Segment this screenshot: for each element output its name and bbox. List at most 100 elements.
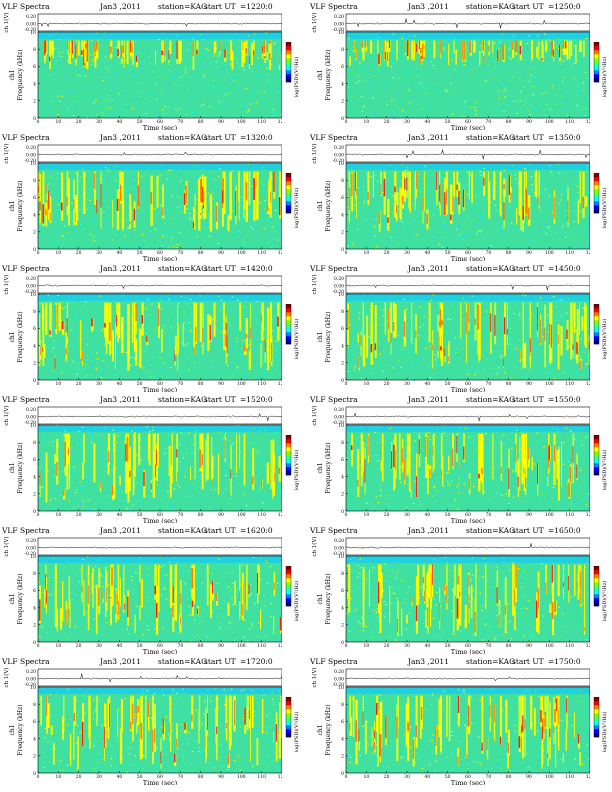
spectrogram-cell	[429, 306, 432, 307]
spectrogram-cell	[255, 187, 257, 189]
spectrogram-cell	[581, 440, 583, 442]
spectrogram-burst-core	[370, 344, 373, 353]
spectrogram-cell	[359, 348, 362, 350]
spectrogram-cell	[81, 749, 84, 751]
spectrogram-cell	[131, 108, 134, 109]
spectrogram-cell	[469, 65, 471, 67]
spectrogram-cell	[505, 338, 507, 340]
spectrogram-cell	[239, 227, 241, 229]
x-tick-label: 30	[404, 119, 410, 125]
panel-station: station=KAG	[466, 526, 516, 535]
spectrogram-cell	[166, 617, 169, 619]
spectrogram-cell	[100, 377, 102, 379]
spectrogram-cell	[77, 449, 79, 451]
spectrogram-cell	[163, 325, 166, 327]
waveform-frame	[345, 275, 590, 294]
panel-title: VLF Spectra	[2, 657, 50, 666]
spectrogram-burst	[538, 41, 540, 60]
spectrogram-cell	[520, 335, 523, 337]
spectrogram-cell	[239, 584, 242, 586]
spectrogram-cell	[86, 604, 88, 606]
spectrogram-cell	[154, 690, 157, 692]
waveform-frame	[345, 144, 590, 163]
spectrogram-burst	[199, 184, 201, 213]
spectrogram-burst	[145, 695, 147, 759]
spectrogram-cell	[472, 295, 474, 297]
spectrogram-cell	[561, 189, 563, 191]
spectrogram-cell	[48, 740, 51, 742]
spectrogram-cell	[44, 220, 46, 221]
spectrogram-burst-core	[481, 468, 483, 475]
spectrogram-cell	[507, 175, 509, 177]
spectrogram-cell	[227, 768, 229, 770]
spectrogram-cell	[126, 628, 129, 630]
waveform-tick-label: -0.20	[24, 158, 36, 164]
spectrogram-cell	[138, 364, 140, 365]
spectrogram-cell	[276, 87, 278, 89]
waveform-tick-label: 0.20	[26, 538, 36, 544]
spectrogram-cell	[429, 364, 431, 366]
spectrogram-cell	[520, 91, 522, 93]
spectrogram-cell	[166, 336, 169, 338]
spectrogram-cell	[222, 438, 225, 440]
spectrogram-cell	[444, 556, 447, 558]
spectrogram-ylabel-ch: ch1	[317, 200, 324, 211]
spectrogram-cell	[389, 344, 391, 346]
spectrogram-cell	[168, 561, 171, 563]
spectrogram-cell	[107, 169, 109, 171]
spectrogram-cell	[443, 221, 445, 223]
spectrogram-cell	[390, 66, 392, 68]
spectrogram-burst-core	[478, 473, 480, 479]
spectrogram-burst	[506, 302, 508, 345]
spectrogram-burst	[132, 466, 135, 496]
spectrogram-burst-core	[62, 490, 65, 496]
spectrogram-cell	[565, 236, 567, 238]
spectrogram-cell	[352, 467, 355, 469]
spectrogram-cell	[563, 172, 565, 174]
spectrogram-cell	[71, 203, 74, 205]
spectrogram-cell	[57, 204, 59, 206]
spectrogram-cell	[240, 565, 243, 567]
spectrogram-cell	[51, 572, 53, 574]
spectrogram-cell	[177, 303, 180, 305]
spectrogram-cell	[501, 617, 504, 619]
spectrogram-cell	[589, 328, 590, 330]
spectrogram-burst	[122, 200, 125, 228]
spectrogram-cell	[201, 169, 204, 171]
spectrogram-burst-core	[365, 41, 367, 47]
spectrogram-cell	[464, 301, 466, 303]
spectrogram-cell	[90, 65, 92, 67]
spectrogram-cell	[76, 768, 78, 770]
spectrogram-cell	[426, 620, 428, 622]
spectrogram-burst	[390, 302, 392, 333]
spectrogram-cell	[94, 708, 97, 710]
spectrogram-cell	[478, 377, 480, 378]
spectrogram-cell	[45, 505, 47, 507]
spectrogram-cell	[100, 557, 103, 559]
x-tick-label: 120	[586, 381, 590, 387]
spectrogram-burst	[362, 335, 366, 367]
spectrogram-cell	[68, 98, 70, 100]
spectrogram-cell	[138, 765, 140, 767]
spectrogram-cell	[588, 310, 590, 312]
spectrogram-cell	[92, 633, 94, 635]
spectrogram-cell	[168, 708, 170, 710]
spectrogram-cell	[589, 306, 590, 308]
spectrogram-cell	[256, 301, 259, 303]
spectrogram-cell	[196, 236, 198, 238]
spectrogram-cell	[126, 92, 129, 94]
spectrogram-cell	[143, 169, 145, 171]
spectrogram-burst	[268, 179, 271, 208]
spectrogram-cell	[476, 449, 478, 451]
spectrogram-burst-core	[156, 602, 158, 618]
spectrogram-burst-core	[503, 202, 505, 220]
spectrogram-burst-core	[172, 586, 174, 610]
spectrogram-cell	[547, 472, 549, 474]
spectrogram-cell	[527, 600, 530, 602]
spectrogram-cell	[531, 313, 533, 314]
spectrogram-cell	[382, 315, 385, 317]
spectrogram-burst-core	[215, 205, 218, 222]
spectrogram-burst-core	[423, 43, 425, 49]
spectrogram-cell	[581, 222, 584, 224]
spectrogram-burst	[68, 575, 71, 619]
